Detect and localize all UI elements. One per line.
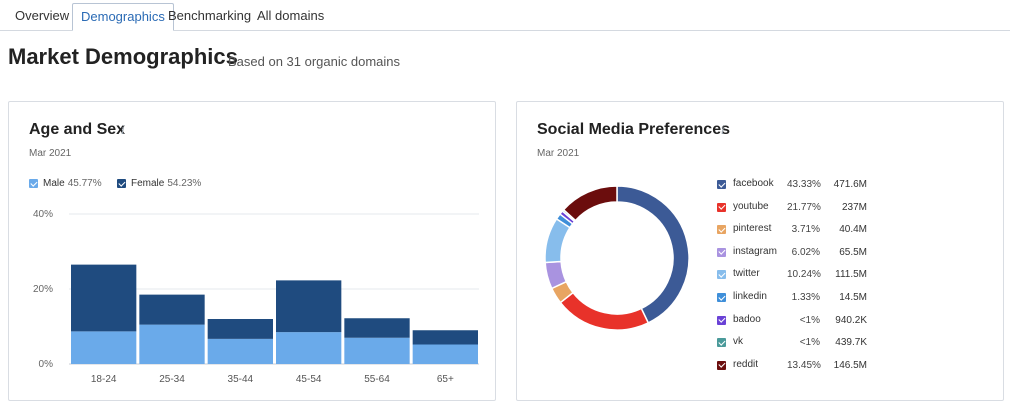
y-tick-label: 20% bbox=[33, 284, 53, 295]
social-count: 65.5M bbox=[839, 246, 867, 258]
tab-bar: Overview Demographics Benchmarking All d… bbox=[0, 0, 1010, 31]
x-tick-label: 35-44 bbox=[228, 374, 254, 385]
tab-benchmarking[interactable]: Benchmarking bbox=[168, 8, 252, 23]
checkbox-icon[interactable] bbox=[717, 360, 726, 370]
bar-female[interactable] bbox=[344, 318, 410, 338]
age-sex-card: Age and Sex i Mar 2021 Male 45.77% Femal… bbox=[8, 101, 496, 401]
social-pct: <1% bbox=[799, 337, 820, 349]
bar-male[interactable] bbox=[139, 324, 205, 364]
social-name: pinterest bbox=[733, 223, 772, 235]
social-legend-row[interactable]: linkedin 1.33% 14.5M bbox=[717, 291, 887, 305]
bar-female[interactable] bbox=[276, 280, 342, 333]
social-name: vk bbox=[733, 336, 743, 348]
bar-male[interactable] bbox=[276, 332, 342, 364]
checkbox-icon[interactable] bbox=[29, 179, 38, 188]
tab-overview[interactable]: Overview bbox=[15, 8, 70, 23]
y-tick-label: 40% bbox=[33, 209, 53, 220]
slice-reddit[interactable] bbox=[562, 185, 618, 222]
social-donut-chart bbox=[544, 185, 690, 331]
social-name: twitter bbox=[733, 268, 760, 280]
checkbox-icon[interactable] bbox=[717, 225, 726, 235]
social-count: 237M bbox=[841, 201, 867, 213]
legend-label: Female bbox=[131, 178, 165, 189]
social-legend-row[interactable]: pinterest 3.71% 40.4M bbox=[717, 223, 887, 237]
social-count: 14.5M bbox=[839, 292, 867, 303]
social-name: reddit bbox=[733, 358, 759, 370]
social-pct: <1% bbox=[799, 314, 820, 326]
checkbox-icon[interactable] bbox=[717, 180, 726, 189]
checkbox-icon[interactable] bbox=[717, 247, 726, 257]
checkbox-icon[interactable] bbox=[717, 293, 726, 302]
checkbox-icon[interactable] bbox=[717, 315, 726, 325]
card-date: Mar 2021 bbox=[29, 148, 72, 159]
social-count: 40.4M bbox=[839, 224, 867, 236]
social-pct: 21.77% bbox=[787, 201, 821, 213]
tab-demographics[interactable]: Demographics bbox=[72, 3, 174, 31]
x-tick-label: 45-54 bbox=[296, 374, 322, 385]
social-legend-row[interactable]: badoo <1% 940.2K bbox=[717, 314, 887, 328]
social-pct: 43.33% bbox=[787, 179, 821, 190]
info-icon[interactable]: i bbox=[721, 123, 725, 137]
x-tick-label: 25-34 bbox=[159, 374, 185, 385]
bar-female[interactable] bbox=[139, 294, 205, 325]
social-count: 111.5M bbox=[835, 269, 867, 281]
social-pct: 6.02% bbox=[791, 246, 820, 258]
bar-female[interactable] bbox=[412, 330, 478, 345]
social-legend-row[interactable]: instagram 6.02% 65.5M bbox=[717, 246, 887, 260]
social-count: 439.7K bbox=[835, 337, 867, 349]
social-legend-row[interactable]: facebook 43.33% 471.6M bbox=[717, 178, 887, 192]
social-pct: 13.45% bbox=[787, 359, 821, 371]
legend-pct: 54.23% bbox=[167, 178, 202, 189]
card-title: Social Media Preferences bbox=[537, 121, 730, 138]
social-legend-row[interactable]: youtube 21.77% 237M bbox=[717, 201, 887, 215]
checkbox-icon[interactable] bbox=[717, 202, 726, 212]
social-name: badoo bbox=[733, 313, 761, 325]
bar-female[interactable] bbox=[71, 264, 137, 332]
info-icon[interactable]: i bbox=[121, 123, 125, 137]
checkbox-icon[interactable] bbox=[117, 179, 126, 188]
checkbox-icon[interactable] bbox=[717, 270, 726, 280]
social-media-card: Social Media Preferences i Mar 2021 face… bbox=[516, 101, 1004, 401]
slice-facebook[interactable] bbox=[616, 185, 690, 324]
tab-all-domains[interactable]: All domains bbox=[257, 8, 325, 23]
social-pct: 10.24% bbox=[787, 269, 821, 281]
bar-male[interactable] bbox=[207, 338, 273, 364]
social-legend-row[interactable]: twitter 10.24% 111.5M bbox=[717, 268, 887, 282]
bar-male[interactable] bbox=[71, 331, 137, 364]
legend-male[interactable]: Male 45.77% bbox=[29, 178, 102, 189]
social-name: linkedin bbox=[733, 291, 767, 302]
bar-male[interactable] bbox=[412, 344, 478, 365]
social-count: 940.2K bbox=[835, 314, 867, 326]
card-title: Age and Sex bbox=[29, 121, 126, 138]
social-name: youtube bbox=[733, 200, 769, 212]
social-legend-row[interactable]: reddit 13.45% 146.5M bbox=[717, 359, 887, 373]
social-pct: 1.33% bbox=[791, 292, 820, 303]
page-subtitle: Based on 31 organic domains bbox=[228, 54, 401, 69]
social-pct: 3.71% bbox=[791, 224, 820, 236]
checkbox-icon[interactable] bbox=[717, 338, 726, 348]
social-name: facebook bbox=[733, 178, 774, 189]
social-count: 146.5M bbox=[833, 359, 867, 371]
y-tick-label: 0% bbox=[39, 359, 54, 370]
legend-label: Male bbox=[43, 178, 65, 189]
slice-youtube[interactable] bbox=[559, 291, 650, 331]
page-title: Market Demographics bbox=[8, 44, 238, 69]
age-sex-bar-chart: 0% 20% 40% 18-24 25-34 35-44 45-54 55-64 65+ bbox=[33, 209, 479, 385]
legend-pct: 45.77% bbox=[67, 178, 102, 189]
bar-male[interactable] bbox=[344, 337, 410, 364]
bar-female[interactable] bbox=[207, 319, 273, 339]
card-date: Mar 2021 bbox=[537, 148, 580, 159]
x-tick-label: 65+ bbox=[437, 374, 454, 385]
legend-female[interactable]: Female 54.23% bbox=[117, 178, 201, 189]
social-count: 471.6M bbox=[833, 179, 867, 190]
social-legend-row[interactable]: vk <1% 439.7K bbox=[717, 336, 887, 350]
x-tick-label: 55-64 bbox=[364, 374, 390, 385]
x-tick-label: 18-24 bbox=[91, 374, 117, 385]
social-name: instagram bbox=[733, 245, 777, 257]
